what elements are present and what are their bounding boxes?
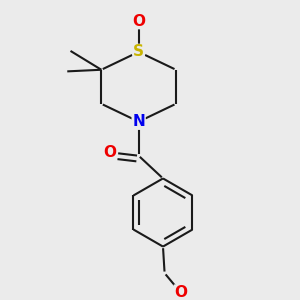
Text: O: O bbox=[103, 145, 116, 160]
Text: N: N bbox=[132, 114, 145, 129]
Text: O: O bbox=[132, 14, 145, 28]
Text: O: O bbox=[174, 285, 187, 300]
Text: S: S bbox=[133, 44, 144, 59]
